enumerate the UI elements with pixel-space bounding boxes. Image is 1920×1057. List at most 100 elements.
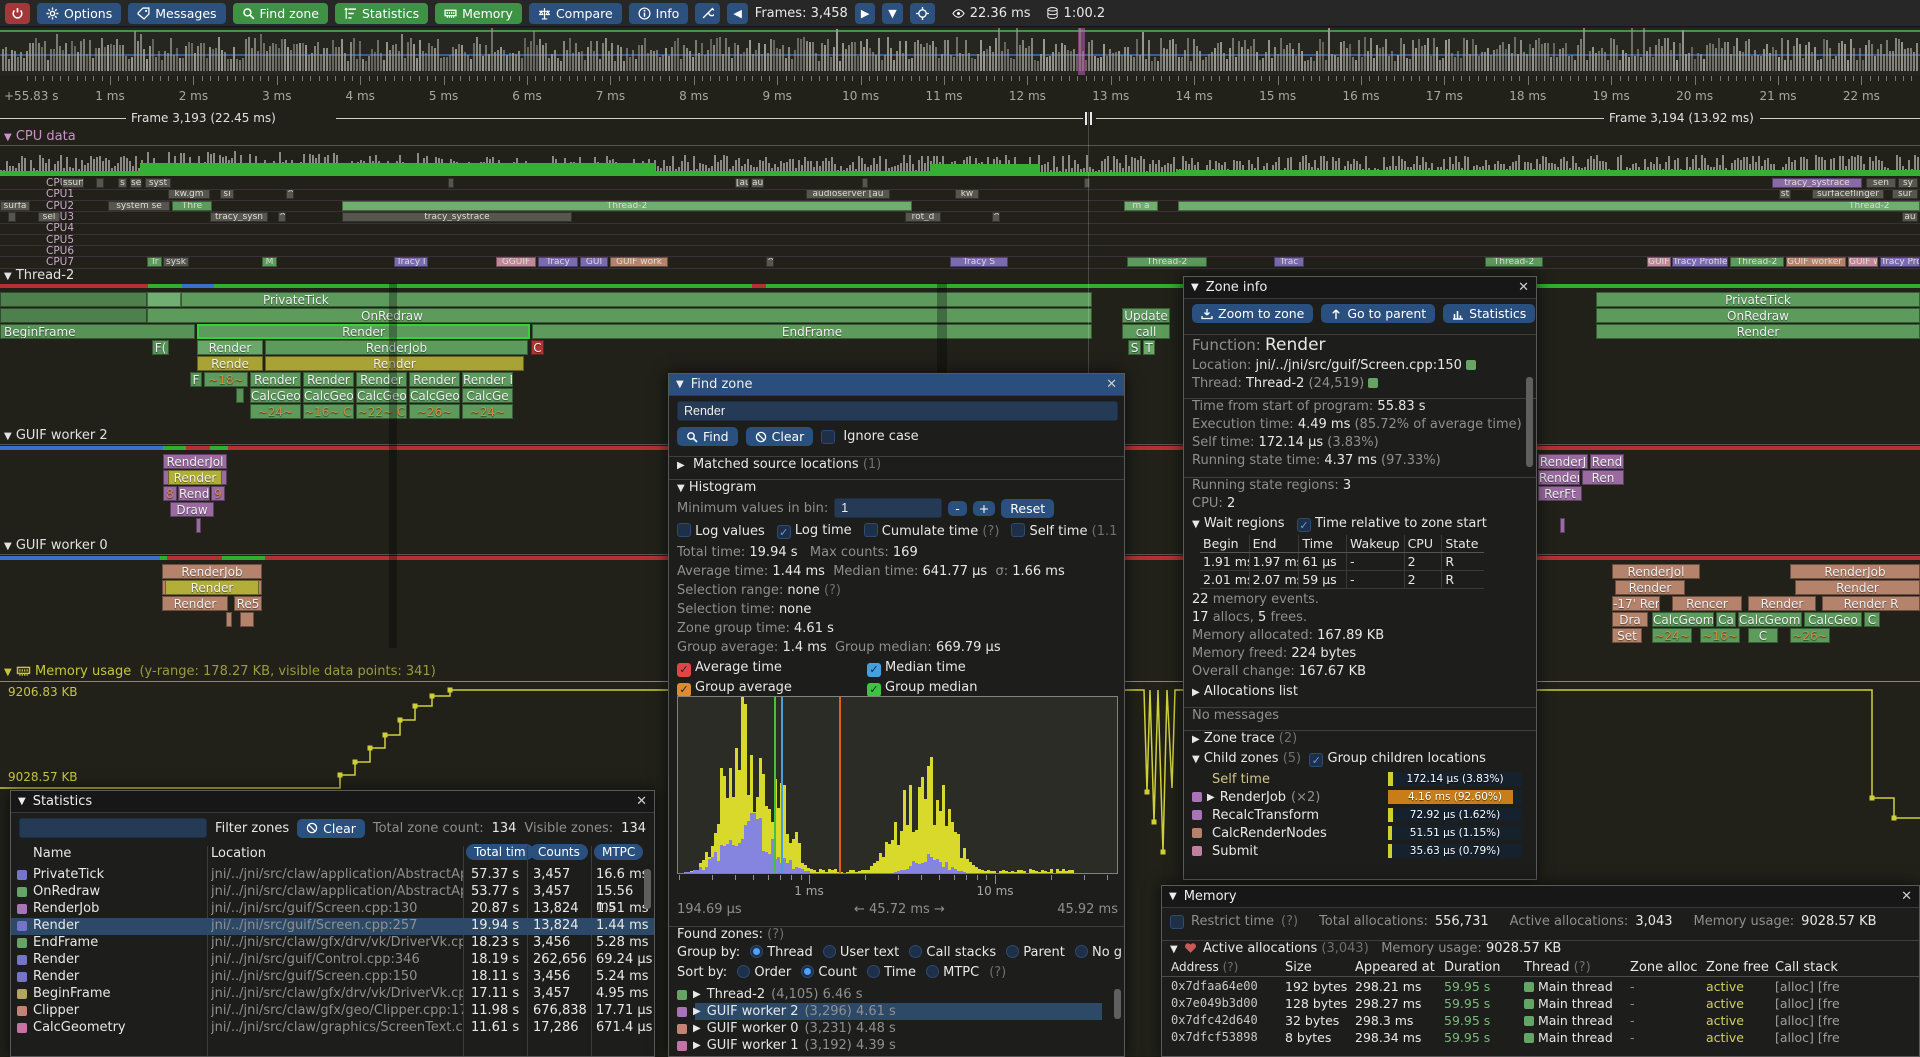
- timeline-zone[interactable]: ~24~: [250, 404, 301, 419]
- cpu-zone-chip[interactable]: Tracy: [538, 257, 578, 268]
- collapse-icon[interactable]: ▼: [677, 483, 685, 494]
- timeline-zone[interactable]: Render: [1795, 580, 1920, 595]
- timeline-zone[interactable]: CalcGeo: [409, 388, 460, 403]
- timeline-zone[interactable]: Set: [1612, 628, 1642, 643]
- cpu-zone-chip[interactable]: Thre: [172, 200, 212, 211]
- timeline-zone[interactable]: Rend: [1590, 454, 1624, 469]
- cpu-zone-chip[interactable]: au: [751, 178, 764, 188]
- cpu-zone-chip[interactable]: sel: [38, 211, 60, 222]
- zone-group-row[interactable]: ▶ Thread-2 (4,105) 6.46 s: [669, 986, 1114, 1003]
- timeline-zone[interactable]: RenderJol: [163, 454, 227, 469]
- timeline-zone[interactable]: [240, 612, 254, 627]
- timeline-zone[interactable]: RenderJob: [1790, 564, 1920, 579]
- matched-source-locations[interactable]: ▶ Matched source locations (1): [677, 457, 882, 472]
- cpu-zone-chip[interactable]: m a: [1124, 200, 1158, 211]
- cpu-zone-chip[interactable]: si: [220, 189, 234, 200]
- timeline-zone[interactable]: Render: [197, 324, 530, 339]
- child-zone-row[interactable]: Self time 172.14 µs (3.83%): [1184, 770, 1530, 788]
- zone-statistics-button[interactable]: Statistics: [1443, 304, 1536, 323]
- statistics-row[interactable]: BeginFrame jni/../jni/src/claw/gfx/drv/v…: [11, 986, 654, 1003]
- time-relative-checkbox[interactable]: ✓: [1296, 518, 1311, 532]
- timeline-zone[interactable]: PrivateTick: [1596, 292, 1920, 307]
- group-by-option[interactable]: Call stacks: [909, 945, 996, 960]
- timeline-zone[interactable]: [0, 308, 147, 323]
- cpu-zone-chip[interactable]: Thread-2: [342, 200, 912, 211]
- sort-by-option[interactable]: Order: [737, 965, 791, 980]
- compare-button[interactable]: Compare: [528, 2, 622, 24]
- radio-icon[interactable]: [1006, 945, 1020, 958]
- frame-overview-strip[interactable]: [0, 28, 1920, 75]
- cpu-zone-chip[interactable]: tracy_systrace: [1772, 178, 1862, 188]
- timeline-zone[interactable]: Update: [1122, 308, 1170, 323]
- timeline-zone[interactable]: CalcGeome: [303, 388, 354, 403]
- cpu-zone-chip[interactable]: GUIF w: [1848, 257, 1878, 268]
- timeline-zone[interactable]: F(: [152, 340, 169, 355]
- find-zone-button[interactable]: Find zone: [232, 2, 328, 24]
- child-zones-header[interactable]: ▼ Child zones (5) ✓ Group children locat…: [1192, 751, 1486, 767]
- group-by-option[interactable]: Thread: [750, 945, 813, 960]
- zone-info-titlebar[interactable]: ▼ Zone info ✕: [1184, 277, 1536, 299]
- collapse-icon[interactable]: ▼: [4, 541, 12, 552]
- column-appeared-at[interactable]: Appeared at: [1355, 960, 1435, 975]
- cpu-zone-chip[interactable]: Trac: [1274, 257, 1304, 268]
- group-by-option[interactable]: Parent: [1006, 945, 1065, 960]
- power-button[interactable]: [5, 2, 30, 24]
- statistics-row[interactable]: Render jni/../jni/src/guif/Screen.cpp:25…: [11, 918, 654, 935]
- cpu-zone-chip[interactable]: se: [130, 178, 142, 188]
- collapse-icon[interactable]: ▼: [1192, 519, 1200, 530]
- statistics-row[interactable]: Clipper jni/../jni/src/claw/gfx/geo/Clip…: [11, 1003, 654, 1020]
- close-icon[interactable]: ✕: [1901, 889, 1912, 904]
- timeline-zone[interactable]: Rende: [197, 356, 263, 371]
- sort-by-option[interactable]: Time: [867, 965, 916, 980]
- timeline-zone[interactable]: [226, 612, 232, 627]
- wait-regions-header[interactable]: ▼ Wait regions ✓ Time relative to zone s…: [1192, 516, 1487, 532]
- cpu-zone-chip[interactable]: sy: [1898, 178, 1918, 188]
- cpu-zone-chip[interactable]: Thread-2: [1485, 257, 1543, 268]
- ignore-case-checkbox[interactable]: [821, 429, 836, 444]
- cpu-zone-chip[interactable]: ^: [278, 211, 286, 222]
- timeline-zone[interactable]: [236, 388, 244, 403]
- clear-button[interactable]: Clear: [745, 427, 814, 446]
- collapse-icon[interactable]: ▼: [4, 431, 12, 442]
- expand-icon[interactable]: ▶: [1192, 734, 1200, 745]
- cpu-zone-chip[interactable]: Thread-2: [1127, 257, 1207, 268]
- timeline-zone[interactable]: [147, 292, 181, 307]
- prev-frame-button[interactable]: ◀: [727, 2, 748, 24]
- filter-zones-input[interactable]: [19, 818, 208, 838]
- section-header-cpu-data[interactable]: ▼ CPU data: [4, 129, 76, 144]
- timeline-zone[interactable]: 9: [211, 486, 225, 501]
- timeline-ruler[interactable]: +55.83 s 1 ms 2 ms 3 ms 4 ms 5 ms 6 ms 7 ms 8 m…: [0, 76, 1920, 110]
- timeline-zone[interactable]: Render: [165, 580, 259, 595]
- expand-icon[interactable]: ▶: [693, 989, 701, 1000]
- child-zone-row[interactable]: Submit 35.63 µs (0.79%): [1184, 842, 1530, 860]
- timeline-zone[interactable]: Rend: [178, 486, 210, 501]
- timeline-zone[interactable]: RenderJob: [265, 340, 528, 355]
- options-button[interactable]: Options: [37, 2, 122, 24]
- timeline-zone[interactable]: BeginFrame: [0, 324, 195, 339]
- legend-checkbox[interactable]: ✓: [867, 683, 881, 697]
- timeline-zone[interactable]: ~26~: [1790, 628, 1830, 643]
- timeline-zone[interactable]: -17' RerS: [1612, 596, 1660, 611]
- cpu-zone-chip[interactable]: GUIF work: [610, 257, 668, 268]
- info-button[interactable]: Info: [628, 2, 689, 24]
- column-counts[interactable]: Counts: [530, 844, 588, 860]
- timeline-zone[interactable]: [1560, 518, 1565, 533]
- find-zone-titlebar[interactable]: ▼ Find zone ✕: [669, 374, 1124, 396]
- statistics-row[interactable]: OnRedraw jni/../jni/src/claw/application…: [11, 884, 654, 914]
- cpu-zone-chip[interactable]: GUIF worker 2: [1786, 257, 1846, 268]
- column-zone-free[interactable]: Zone free: [1706, 960, 1769, 975]
- timeline-zone[interactable]: Render: [1615, 580, 1685, 595]
- timeline-zone[interactable]: Render: [197, 340, 263, 355]
- statistics-row[interactable]: Render jni/../jni/src/guif/Control.cpp:3…: [11, 952, 654, 969]
- timeline-zone[interactable]: C: [531, 340, 544, 355]
- timeline-zone[interactable]: [196, 518, 201, 533]
- expand-icon[interactable]: ▶: [1192, 687, 1200, 698]
- cpu-zone-chip[interactable]: GUI: [580, 257, 608, 268]
- timeline-zone[interactable]: ~16~ C 8: [303, 404, 354, 419]
- timeline-zone[interactable]: F: [190, 372, 202, 387]
- statistics-titlebar[interactable]: ▼ Statistics ✕: [11, 791, 654, 813]
- messages-button[interactable]: Messages: [128, 2, 226, 24]
- timeline-zone[interactable]: Render: [265, 356, 524, 371]
- cpu-zone-chip[interactable]: Tracy S: [950, 257, 1008, 268]
- legend-checkbox[interactable]: ✓: [677, 663, 691, 677]
